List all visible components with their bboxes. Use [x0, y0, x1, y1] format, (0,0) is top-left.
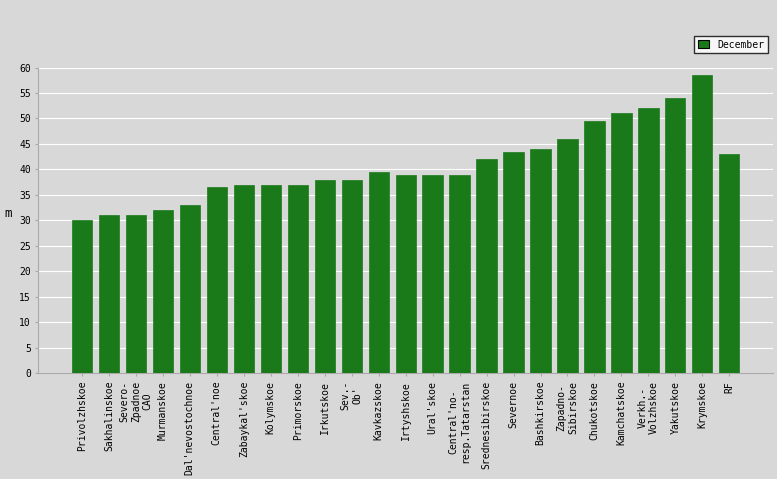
Bar	[423, 174, 443, 373]
Bar	[153, 210, 173, 373]
Bar	[207, 187, 227, 373]
Y-axis label: m: m	[4, 207, 12, 220]
Bar	[315, 180, 335, 373]
Bar	[71, 220, 92, 373]
Bar	[395, 174, 416, 373]
Bar	[638, 108, 659, 373]
Legend: December: December	[694, 36, 768, 54]
Bar	[342, 180, 362, 373]
Bar	[179, 205, 200, 373]
Bar	[503, 151, 524, 373]
Bar	[692, 75, 713, 373]
Bar	[665, 98, 685, 373]
Bar	[584, 121, 605, 373]
Bar	[531, 149, 551, 373]
Bar	[368, 172, 388, 373]
Bar	[557, 139, 577, 373]
Bar	[234, 185, 254, 373]
Bar	[476, 159, 497, 373]
Bar	[720, 154, 740, 373]
Bar	[449, 174, 469, 373]
Bar	[126, 215, 146, 373]
Bar	[99, 215, 119, 373]
Bar	[611, 114, 632, 373]
Bar	[260, 185, 280, 373]
Bar	[287, 185, 308, 373]
